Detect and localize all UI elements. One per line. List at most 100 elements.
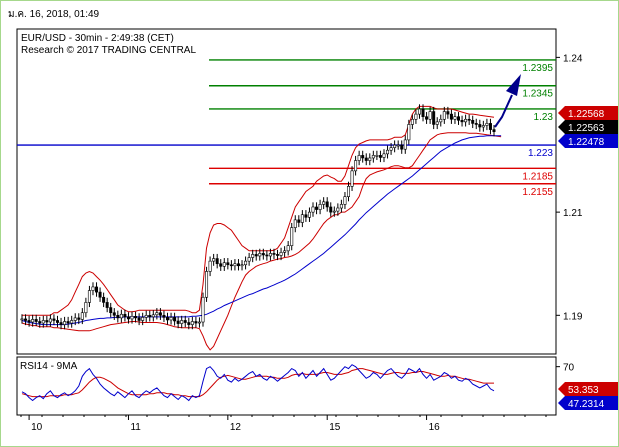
candle-body xyxy=(208,260,212,272)
candle-body xyxy=(329,206,333,213)
candle-body xyxy=(41,320,45,324)
level-label: 1.23 xyxy=(534,112,554,123)
x-tick-label: 16 xyxy=(429,422,441,433)
candle-body xyxy=(261,253,265,256)
rsi-line xyxy=(21,364,495,402)
candle-body xyxy=(382,153,386,158)
candle-body xyxy=(481,125,485,128)
candle-body xyxy=(432,111,436,125)
candle-body xyxy=(73,317,77,321)
candle-body xyxy=(226,262,230,266)
candle-body xyxy=(407,124,411,141)
candle-body xyxy=(258,253,262,257)
candle-body xyxy=(116,315,120,319)
candle-body xyxy=(180,320,184,324)
candle-body xyxy=(346,186,350,197)
candle-body xyxy=(457,116,461,121)
candle-body xyxy=(105,302,109,308)
candle-body xyxy=(229,264,233,267)
candle-body xyxy=(368,157,372,161)
level-label: 1.2185 xyxy=(522,171,553,182)
forecast-arrow xyxy=(494,94,513,128)
y-tick-label: 1.21 xyxy=(563,208,583,219)
price-tag-upper-band-label: 1.22568 xyxy=(568,109,605,120)
candle-body xyxy=(102,296,106,303)
candle-body xyxy=(336,207,340,212)
candle-body xyxy=(52,318,56,321)
candle-body xyxy=(27,320,31,323)
candle-body xyxy=(332,210,336,213)
candle-body xyxy=(464,118,468,123)
candle-body xyxy=(311,206,315,213)
candle-body xyxy=(123,313,127,318)
candle-body xyxy=(488,123,492,130)
candle-body xyxy=(307,211,311,218)
x-tick-label: 10 xyxy=(31,422,43,433)
candle-body xyxy=(322,201,326,205)
candle-body xyxy=(354,160,358,172)
candle-body xyxy=(286,245,290,252)
candle-body xyxy=(141,317,145,321)
candle-body xyxy=(109,307,113,314)
candle-body xyxy=(453,116,457,120)
x-tick-label: 11 xyxy=(130,422,141,433)
candle-body xyxy=(84,302,88,314)
candle-body xyxy=(375,155,379,157)
candle-body xyxy=(435,121,439,125)
rsi-tag-value-label: 47.2314 xyxy=(568,399,605,410)
candle-body xyxy=(290,227,294,246)
timestamp-label: ม.ค. 16, 2018, 01:49 xyxy=(8,9,100,20)
candle-body xyxy=(272,253,276,255)
candle-body xyxy=(66,321,70,324)
price-tag-upper-band-box xyxy=(558,106,618,120)
candle-body xyxy=(421,108,425,117)
x-tick-label: 12 xyxy=(230,422,242,433)
bollinger-upper-line xyxy=(22,105,495,316)
candle-body xyxy=(119,313,123,319)
candle-body xyxy=(300,214,304,223)
price-tag-ma-box xyxy=(558,134,618,148)
candle-body xyxy=(190,321,194,325)
candle-body xyxy=(176,320,180,324)
candle-body xyxy=(91,286,95,291)
candle-body xyxy=(148,315,152,318)
chart-title: EUR/USD - 30min - 2:49:38 (CET) xyxy=(21,33,174,44)
candle-body xyxy=(77,317,81,320)
candle-body xyxy=(173,317,177,322)
candle-body xyxy=(183,320,187,323)
y-tick-label: 1.19 xyxy=(563,311,583,322)
candle-body xyxy=(315,206,319,210)
candle-body xyxy=(126,316,130,320)
level-label: 1.2345 xyxy=(522,89,553,100)
candle-body xyxy=(45,320,49,323)
candle-body xyxy=(474,123,478,125)
level-label: 1.2155 xyxy=(522,187,553,198)
candle-body xyxy=(428,111,432,120)
candle-body xyxy=(155,312,159,316)
moving-average-line xyxy=(21,135,502,326)
price-panel xyxy=(16,28,557,355)
candle-body xyxy=(87,290,91,303)
indicator-lines xyxy=(21,105,502,351)
candle-body xyxy=(350,170,354,187)
rsi-tag-ma-box xyxy=(558,382,618,396)
candle-body xyxy=(95,286,99,293)
price-tag-last-label: 1.22563 xyxy=(568,123,605,134)
level-label: 1.223 xyxy=(528,148,553,159)
candle-body xyxy=(236,263,240,267)
candle-body xyxy=(471,120,475,124)
candle-body xyxy=(304,214,308,218)
candle-body xyxy=(297,219,301,223)
candle-body xyxy=(449,113,453,120)
candle-body xyxy=(201,296,205,323)
axes: 1.19 1.21 1.24 70 10 11 12 15 16 xyxy=(20,53,583,433)
candle-body xyxy=(20,318,24,321)
candle-body xyxy=(24,318,28,321)
candle-body xyxy=(31,319,35,323)
candle-body xyxy=(386,149,390,155)
candle-body xyxy=(268,253,272,257)
candle-body xyxy=(137,317,141,321)
candle-body xyxy=(279,252,283,256)
candlestick-series xyxy=(20,104,496,330)
